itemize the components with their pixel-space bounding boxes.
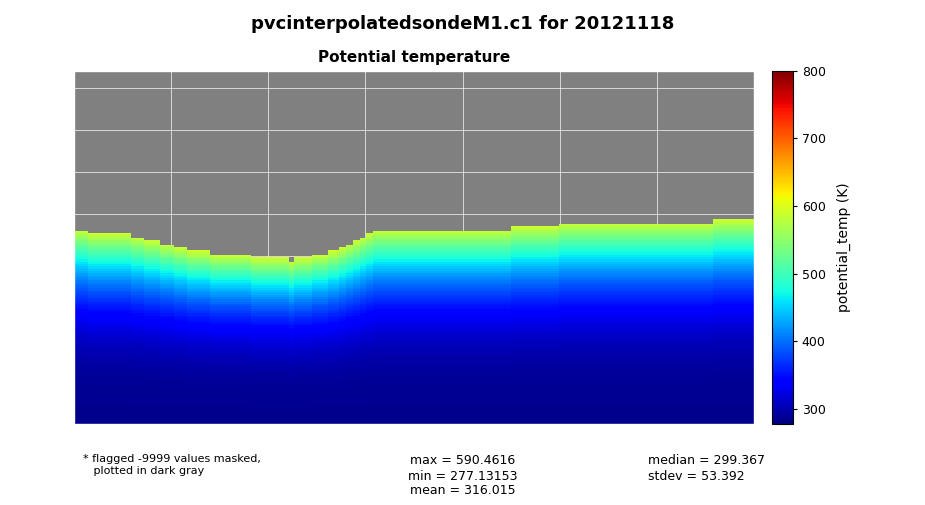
Text: median = 299.367
stdev = 53.392: median = 299.367 stdev = 53.392	[648, 454, 764, 482]
Y-axis label: potential_temp (K): potential_temp (K)	[837, 183, 851, 312]
Title: Potential temperature: Potential temperature	[318, 50, 510, 65]
Text: * flagged -9999 values masked,
   plotted in dark gray: * flagged -9999 values masked, plotted i…	[83, 454, 261, 476]
Text: pvcinterpolatedsondeM1.c1 for 20121118: pvcinterpolatedsondeM1.c1 for 20121118	[251, 15, 674, 33]
Text: max = 590.4616
min = 277.13153
mean = 316.015: max = 590.4616 min = 277.13153 mean = 31…	[408, 454, 517, 497]
Y-axis label: height (km): height (km)	[25, 203, 41, 292]
